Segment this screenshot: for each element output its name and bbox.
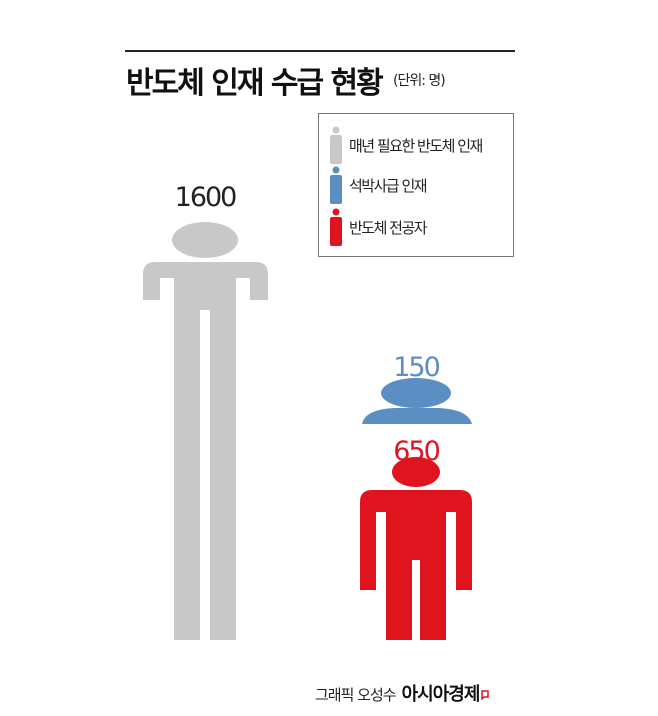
title-rule	[125, 50, 515, 52]
figure-masters-phd-body	[362, 408, 472, 424]
chart-title: 반도체 인재 수급 현황	[126, 66, 384, 101]
figure-required	[143, 222, 268, 640]
legend-label-required: 매년 필요한 반도체 인재	[349, 136, 483, 155]
credit-author: 그래픽 오성수	[315, 686, 397, 704]
figure-masters-phd	[362, 378, 472, 424]
unit-label: (단위: 명)	[393, 73, 446, 89]
value-label-masters-phd: 150	[393, 352, 441, 383]
person-icon-gray	[330, 126, 342, 164]
person-icon-red	[330, 208, 342, 246]
value-label-required: 1600	[174, 182, 238, 213]
figure-majors	[360, 457, 472, 640]
figure-majors-head	[392, 457, 440, 487]
figure-required-head	[172, 222, 238, 258]
legend-item-majors: 반도체 전공자	[329, 208, 428, 246]
legend: 매년 필요한 반도체 인재 석박사급 인재 반도체 전공자	[318, 113, 514, 257]
credit: 그래픽 오성수 아시아경제	[315, 680, 490, 706]
brand-flag-icon	[481, 690, 490, 700]
legend-item-required: 매년 필요한 반도체 인재	[329, 126, 483, 164]
figure-masters-phd-head	[381, 378, 451, 408]
person-icon-blue	[330, 166, 342, 204]
legend-label-masters-phd: 석박사급 인재	[349, 176, 428, 195]
figure-majors-body	[360, 490, 472, 640]
legend-label-majors: 반도체 전공자	[349, 218, 428, 237]
credit-brand: 아시아경제	[401, 684, 481, 705]
legend-item-masters-phd: 석박사급 인재	[329, 166, 428, 204]
value-label-majors: 650	[393, 436, 441, 467]
figure-required-body	[143, 262, 268, 640]
